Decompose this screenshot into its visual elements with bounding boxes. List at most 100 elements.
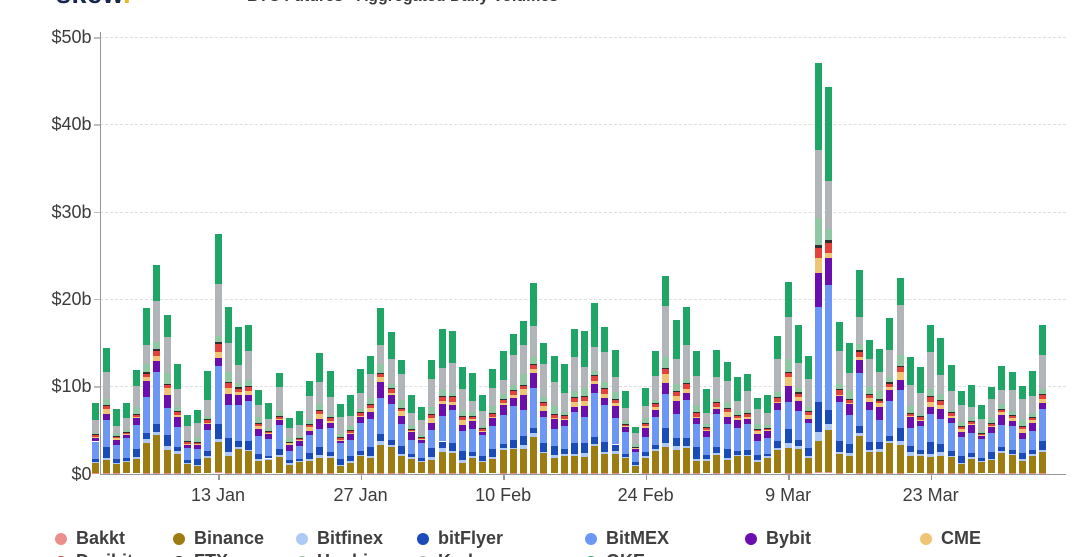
- bar-20-Jan[interactable]: [285, 417, 293, 474]
- legend-item-huobi[interactable]: Huobi: [296, 551, 368, 557]
- bar-21-Feb[interactable]: [611, 349, 619, 474]
- bar-29-Mar[interactable]: [988, 387, 996, 474]
- bar-14-Feb[interactable]: [540, 342, 548, 474]
- bar-27-Jan[interactable]: [357, 368, 365, 474]
- bar-2-Apr[interactable]: [1028, 370, 1036, 474]
- legend-item-binance[interactable]: Binance: [173, 528, 264, 549]
- bar-11-Feb[interactable]: [509, 333, 517, 474]
- bar-19-Mar[interactable]: [886, 318, 894, 474]
- bar-4-Mar[interactable]: [733, 377, 741, 474]
- bar-28-Jan[interactable]: [367, 355, 375, 474]
- bar-24-Mar[interactable]: [937, 338, 945, 474]
- bar-24-Jan[interactable]: [326, 371, 334, 474]
- legend-item-cme[interactable]: CME: [920, 528, 981, 549]
- bar-18-Jan[interactable]: [265, 402, 273, 474]
- bar-7-Feb[interactable]: [469, 373, 477, 474]
- bar-11-Jan[interactable]: [194, 409, 202, 474]
- bar-15-Feb[interactable]: [550, 355, 558, 474]
- bar-23-Feb[interactable]: [631, 427, 639, 474]
- bar-28-Feb[interactable]: [682, 306, 690, 474]
- bar-3-Jan[interactable]: [112, 408, 120, 474]
- bar-9-Jan[interactable]: [173, 363, 181, 474]
- bar-3-Feb[interactable]: [428, 360, 436, 474]
- legend-item-deribit[interactable]: Deribit: [55, 551, 133, 557]
- bar-5-Mar[interactable]: [743, 373, 751, 474]
- bar-1-Feb[interactable]: [407, 394, 415, 474]
- bar-16-Feb[interactable]: [560, 364, 568, 474]
- bar-3-Apr[interactable]: [1039, 325, 1047, 474]
- bar-17-Feb[interactable]: [570, 329, 578, 474]
- bar-4-Feb[interactable]: [438, 329, 446, 474]
- bar-22-Feb[interactable]: [621, 390, 629, 474]
- bar-2-Feb[interactable]: [418, 407, 426, 474]
- skew-logo[interactable]: skew.: [56, 0, 131, 10]
- bar-13-Jan[interactable]: [214, 234, 222, 474]
- bar-19-Feb[interactable]: [591, 303, 599, 474]
- bar-8-Jan[interactable]: [163, 314, 171, 474]
- bar-2-Mar[interactable]: [713, 349, 721, 474]
- bar-28-Mar[interactable]: [978, 405, 986, 474]
- bar-17-Jan[interactable]: [255, 389, 263, 474]
- bar-15-Jan[interactable]: [234, 326, 242, 474]
- bar-6-Mar[interactable]: [754, 398, 762, 474]
- bar-20-Feb[interactable]: [601, 326, 609, 474]
- bar-6-Jan[interactable]: [143, 307, 151, 474]
- bar-17-Mar[interactable]: [866, 339, 874, 474]
- legend-item-bybit[interactable]: Bybit: [745, 528, 811, 549]
- bar-7-Jan[interactable]: [153, 264, 161, 474]
- bar-13-Mar[interactable]: [825, 86, 833, 474]
- bar-1-Jan[interactable]: [92, 402, 100, 474]
- bar-23-Jan[interactable]: [316, 353, 324, 474]
- bar-16-Mar[interactable]: [855, 270, 863, 474]
- bar-8-Feb[interactable]: [479, 394, 487, 474]
- bar-9-Feb[interactable]: [489, 368, 497, 474]
- bar-15-Mar[interactable]: [845, 343, 853, 474]
- bar-25-Feb[interactable]: [652, 351, 660, 474]
- bar-26-Jan[interactable]: [346, 394, 354, 474]
- bar-10-Jan[interactable]: [184, 415, 192, 474]
- bar-16-Jan[interactable]: [245, 325, 253, 474]
- bar-10-Mar[interactable]: [794, 325, 802, 474]
- bar-18-Mar[interactable]: [876, 348, 884, 474]
- bar-22-Mar[interactable]: [916, 367, 924, 474]
- bar-8-Mar[interactable]: [774, 335, 782, 474]
- bar-29-Feb[interactable]: [693, 351, 701, 474]
- bar-18-Feb[interactable]: [581, 331, 589, 474]
- bar-6-Feb[interactable]: [458, 366, 466, 474]
- legend-item-okex[interactable]: OKEx: [585, 551, 655, 557]
- bar-24-Feb[interactable]: [642, 387, 650, 474]
- bar-25-Mar[interactable]: [947, 365, 955, 474]
- bar-31-Jan[interactable]: [397, 360, 405, 474]
- bar-30-Jan[interactable]: [387, 332, 395, 474]
- bar-25-Jan[interactable]: [336, 403, 344, 474]
- bar-26-Feb[interactable]: [662, 276, 670, 474]
- bar-12-Jan[interactable]: [204, 371, 212, 474]
- bar-27-Feb[interactable]: [672, 319, 680, 474]
- bar-12-Mar[interactable]: [815, 63, 823, 474]
- bar-4-Jan[interactable]: [122, 402, 130, 474]
- bar-30-Mar[interactable]: [998, 366, 1006, 474]
- bar-1-Apr[interactable]: [1018, 386, 1026, 474]
- bar-10-Feb[interactable]: [499, 351, 507, 474]
- bar-31-Mar[interactable]: [1008, 372, 1016, 474]
- bar-22-Jan[interactable]: [306, 380, 314, 474]
- bar-26-Mar[interactable]: [957, 390, 965, 474]
- legend-item-kraken[interactable]: Kraken: [417, 551, 499, 557]
- legend-item-bakkt[interactable]: Bakkt: [55, 528, 125, 549]
- bar-11-Mar[interactable]: [805, 355, 812, 474]
- bar-3-Mar[interactable]: [723, 361, 731, 474]
- bar-27-Mar[interactable]: [967, 385, 975, 474]
- legend-item-bitfinex[interactable]: Bitfinex: [296, 528, 383, 549]
- legend-item-bitflyer[interactable]: bitFlyer: [417, 528, 503, 549]
- bar-7-Mar[interactable]: [764, 394, 772, 474]
- bar-29-Jan[interactable]: [377, 307, 385, 474]
- bar-19-Jan[interactable]: [275, 373, 283, 474]
- bar-2-Jan[interactable]: [102, 347, 110, 474]
- bar-21-Mar[interactable]: [906, 357, 914, 474]
- bar-23-Mar[interactable]: [927, 325, 935, 474]
- bar-14-Mar[interactable]: [835, 322, 843, 474]
- bar-13-Feb[interactable]: [530, 283, 538, 474]
- bar-5-Feb[interactable]: [448, 331, 456, 474]
- bar-1-Mar[interactable]: [703, 388, 711, 474]
- bar-12-Feb[interactable]: [519, 320, 527, 474]
